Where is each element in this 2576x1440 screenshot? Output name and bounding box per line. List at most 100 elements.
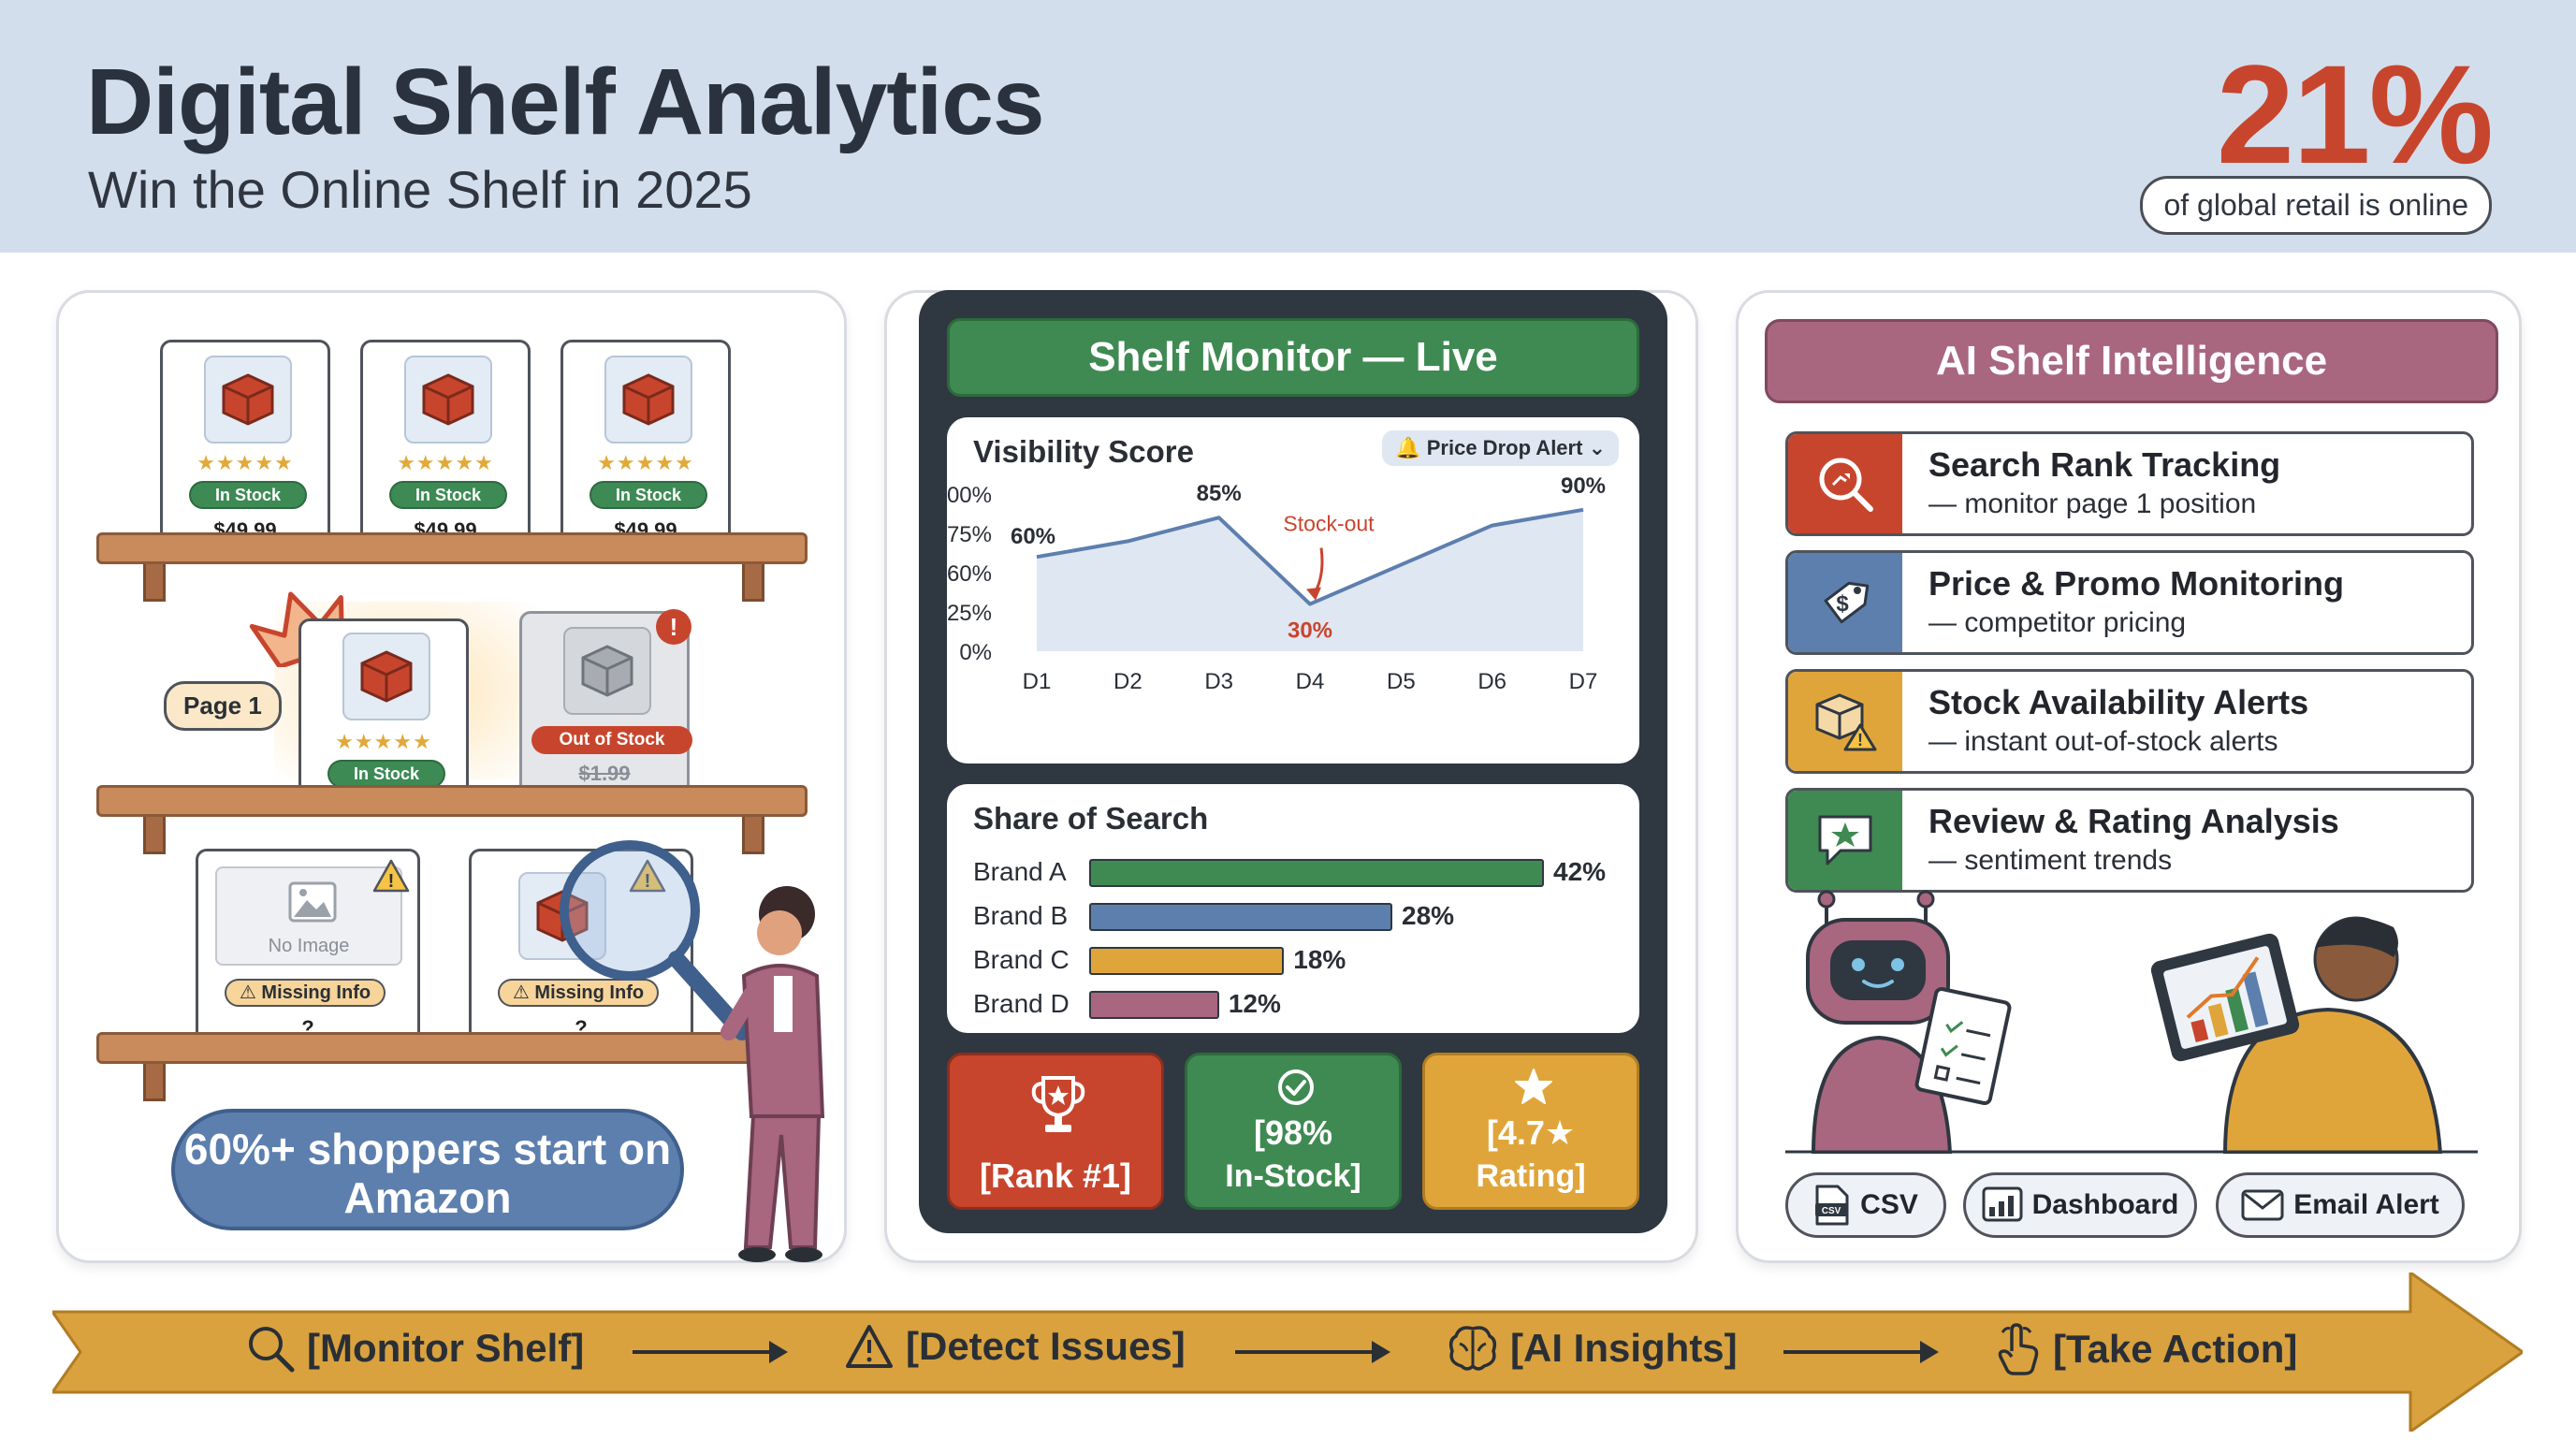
kpi-in-stock-tile: [98% In-Stock]	[1185, 1053, 1402, 1210]
page-title: Digital Shelf Analytics	[86, 50, 1045, 154]
trophy-icon	[1031, 1076, 1085, 1132]
csv-file-icon: CSV	[1815, 1185, 1849, 1226]
dashboard-label: Dashboard	[2031, 1189, 2179, 1220]
warning-icon: !	[629, 859, 666, 893]
data-label: 60%	[1011, 524, 1055, 549]
product-card[interactable]: ★★★★★ In Stock $49.99	[160, 340, 330, 553]
share-bar	[1089, 903, 1392, 931]
flow-step-ai-insights: [AI Insights]	[1447, 1323, 1738, 1374]
check-circle-icon	[1278, 1069, 1314, 1105]
x-tick-label: D2	[1113, 669, 1142, 694]
box-alert-icon: !	[1788, 672, 1902, 771]
x-tick-label: D1	[1023, 669, 1052, 694]
product-box-icon	[342, 633, 430, 720]
feature-price-promo-monitoring[interactable]: $ Price & Promo Monitoring — competitor …	[1785, 550, 2474, 655]
svg-text:!: !	[1857, 731, 1863, 749]
flow-step-label: [Monitor Shelf]	[307, 1326, 585, 1370]
visibility-score-title: Visibility Score	[973, 434, 1194, 469]
email-alert-button[interactable]: Email Alert	[2216, 1172, 2465, 1238]
shelf-bracket	[143, 817, 166, 854]
out-of-stock-product-card[interactable]: ! Out of Stock $1.99	[519, 609, 692, 798]
product-card[interactable]: ★★★★★ In Stock $49.99	[360, 340, 531, 553]
product-box-icon	[604, 356, 692, 444]
missing-info-badge: ⚠ Missing Info	[498, 979, 659, 1007]
x-tick-label: D3	[1204, 669, 1233, 694]
share-bar-row: Brand D 12%	[973, 989, 1628, 1021]
open-dashboard-button[interactable]: Dashboard	[1963, 1172, 2197, 1238]
export-csv-label: CSV	[1860, 1189, 1918, 1220]
export-csv-button[interactable]: CSV CSV	[1785, 1172, 1946, 1238]
feature-title: Stock Availability Alerts	[1928, 683, 2309, 721]
flow-connector-arrow	[633, 1341, 788, 1363]
share-of-search-title: Share of Search	[973, 801, 1209, 836]
x-tick-label: D7	[1569, 669, 1598, 694]
warning-icon: !	[656, 609, 691, 645]
visibility-series-line	[1036, 507, 1584, 606]
online-share-label: of global retail is online	[2140, 176, 2492, 235]
price-drop-alert-label: Price Drop Alert	[1426, 436, 1583, 459]
product-box-icon	[204, 356, 292, 444]
feature-review-rating-analysis[interactable]: Review & Rating Analysis — sentiment tre…	[1785, 788, 2474, 893]
page-subtitle: Win the Online Shelf in 2025	[88, 160, 752, 219]
amazon-shoppers-callout: 60%+ shoppers start on Amazon	[171, 1109, 684, 1230]
header-banner: Digital Shelf Analytics Win the Online S…	[0, 0, 2576, 253]
kpi-rating-tile: [4.7★ Rating]	[1422, 1053, 1639, 1210]
monitor-screen: Shelf Monitor — Live Visibility Score 🔔 …	[919, 290, 1667, 1233]
in-stock-badge: In Stock	[389, 481, 507, 509]
share-bar-category: Brand A	[973, 857, 1067, 886]
share-bar	[1089, 991, 1219, 1019]
shelf-plank	[96, 1032, 808, 1064]
shelf-bracket	[742, 817, 764, 854]
email-icon	[2241, 1189, 2284, 1221]
price-tag-icon: $	[1788, 553, 1902, 652]
monitor-title: Shelf Monitor — Live	[947, 318, 1639, 397]
warning-icon	[846, 1325, 893, 1368]
shelf-bracket	[143, 1064, 166, 1101]
feature-stock-availability-alerts[interactable]: ! Stock Availability Alerts — instant ou…	[1785, 669, 2474, 774]
y-tick-label: 25%	[947, 601, 992, 626]
robot-and-analyst-illustration	[1785, 890, 2478, 1154]
product-box-icon	[404, 356, 492, 444]
shelf-bracket	[742, 564, 764, 602]
rating-stars: ★★★★★	[335, 730, 432, 753]
x-tick-label: D6	[1477, 669, 1506, 694]
dashboard-icon	[1982, 1186, 2023, 1222]
share-bar-value: 42%	[1553, 857, 1607, 886]
visibility-line-chart: 100% 75% 60% 25% 0% 60% 85% 30% 90% Stock-out D1 D2…	[947, 477, 1606, 694]
shelf-plank	[96, 532, 808, 564]
flow-step-label: [AI Insights]	[1510, 1326, 1738, 1370]
share-bar-value: 12%	[1228, 989, 1281, 1018]
shelf-bracket	[143, 564, 166, 602]
missing-info-product-card[interactable]: No Image ! ⚠ Missing Info ?	[196, 849, 420, 1051]
stock-out-annotation: Stock-out	[1283, 512, 1375, 536]
in-stock-badge: In Stock	[589, 481, 707, 509]
kpi-rank-tile: [Rank #1]	[947, 1053, 1164, 1210]
featured-product-card[interactable]: ★★★★★ In Stock	[298, 618, 469, 798]
feature-search-rank-tracking[interactable]: Search Rank Tracking — monitor page 1 po…	[1785, 431, 2474, 536]
y-tick-label: 60%	[947, 561, 992, 587]
kpi-in-stock-label: In-Stock]	[1225, 1158, 1361, 1194]
star-icon	[1515, 1069, 1552, 1104]
visibility-area	[1037, 509, 1583, 651]
feature-subtitle: — sentiment trends	[1928, 845, 2173, 876]
email-alert-label: Email Alert	[2293, 1189, 2439, 1220]
flow-step-take-action: [Take Action]	[1995, 1323, 2297, 1375]
share-bar-category: Brand B	[973, 901, 1069, 930]
stock-out-arrowhead	[1306, 587, 1321, 601]
kpi-in-stock-value: [98%	[1253, 1113, 1333, 1152]
svg-text:!: !	[388, 871, 395, 892]
flow-step-label: [Take Action]	[2053, 1327, 2298, 1371]
kpi-rank-text: [Rank #1]	[979, 1156, 1132, 1195]
feature-subtitle: — instant out-of-stock alerts	[1928, 726, 2278, 757]
price-drop-alert-chip[interactable]: 🔔 Price Drop Alert ⌄	[1382, 430, 1619, 466]
ai-panel-title: AI Shelf Intelligence	[1765, 319, 2498, 403]
shopper-with-magnifier-illustration	[560, 840, 825, 1262]
warning-icon: !	[372, 859, 410, 893]
product-card[interactable]: ★★★★★ In Stock $49.99	[560, 340, 731, 553]
brain-icon	[1448, 1326, 1497, 1371]
missing-info-product-card[interactable]: ! ⚠ Missing Info ?	[469, 849, 693, 1051]
flow-step-monitor-shelf: [Monitor Shelf]	[245, 1323, 584, 1374]
rating-stars: ★★★★★	[196, 451, 294, 474]
x-tick-label: D5	[1387, 669, 1416, 694]
flow-step-detect-issues: [Detect Issues]	[844, 1323, 1186, 1370]
